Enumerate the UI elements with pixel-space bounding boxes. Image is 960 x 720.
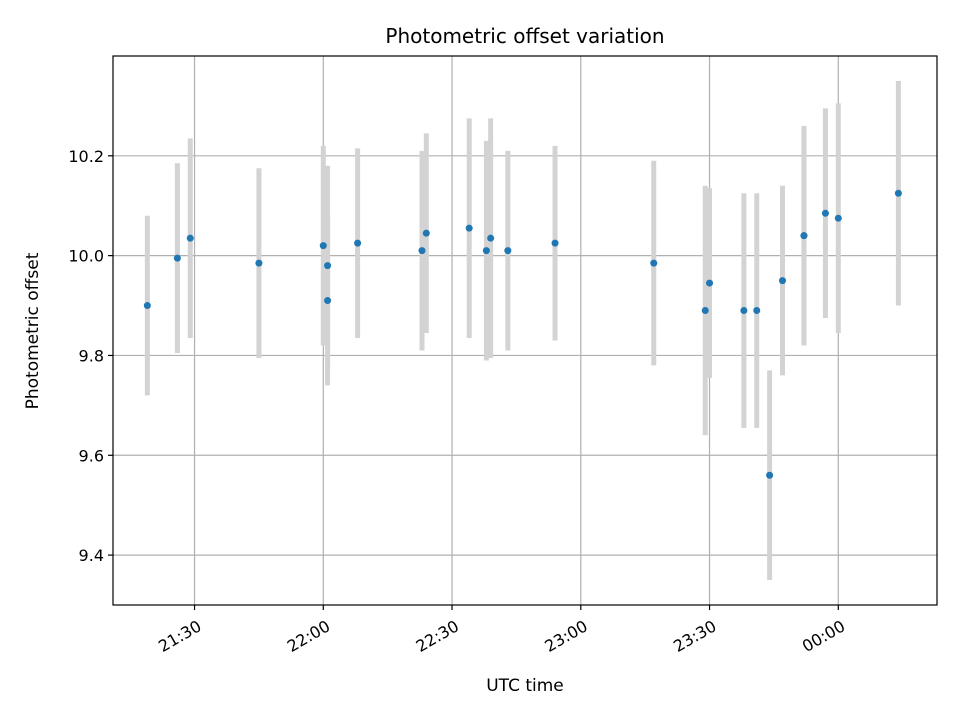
data-point	[800, 232, 808, 240]
data-point	[354, 239, 362, 247]
plot-frame	[112, 55, 938, 606]
x-axis-title: UTC time	[486, 676, 564, 696]
chart-title: Photometric offset variation	[385, 24, 664, 48]
data-point	[143, 302, 151, 310]
data-point	[706, 279, 714, 287]
data-point	[465, 224, 473, 232]
data-point	[650, 259, 658, 267]
data-point	[834, 214, 842, 222]
data-point	[418, 247, 426, 255]
y-tick-label: 9.6	[79, 446, 104, 465]
data-point	[779, 277, 786, 285]
data-point	[701, 307, 709, 315]
data-point	[551, 239, 559, 247]
data-point	[766, 471, 774, 479]
y-axis-title: Photometric offset	[23, 252, 43, 409]
data-point	[487, 234, 495, 242]
data-point	[422, 229, 430, 237]
data-point	[255, 259, 263, 267]
data-point	[186, 234, 194, 242]
data-point	[324, 262, 332, 270]
y-tick-label: 10.2	[68, 147, 104, 166]
data-point	[894, 189, 902, 197]
y-tick-label: 9.4	[79, 546, 104, 565]
data-point	[821, 209, 829, 217]
data-point	[319, 242, 327, 250]
data-point	[753, 307, 761, 315]
data-point	[504, 247, 512, 255]
y-tick-label: 10.0	[68, 247, 104, 266]
point-layer	[143, 189, 902, 479]
data-point	[482, 247, 490, 255]
y-tick-label: 9.8	[79, 346, 104, 365]
data-point	[740, 307, 748, 315]
data-point	[324, 297, 332, 305]
data-point	[173, 254, 181, 262]
